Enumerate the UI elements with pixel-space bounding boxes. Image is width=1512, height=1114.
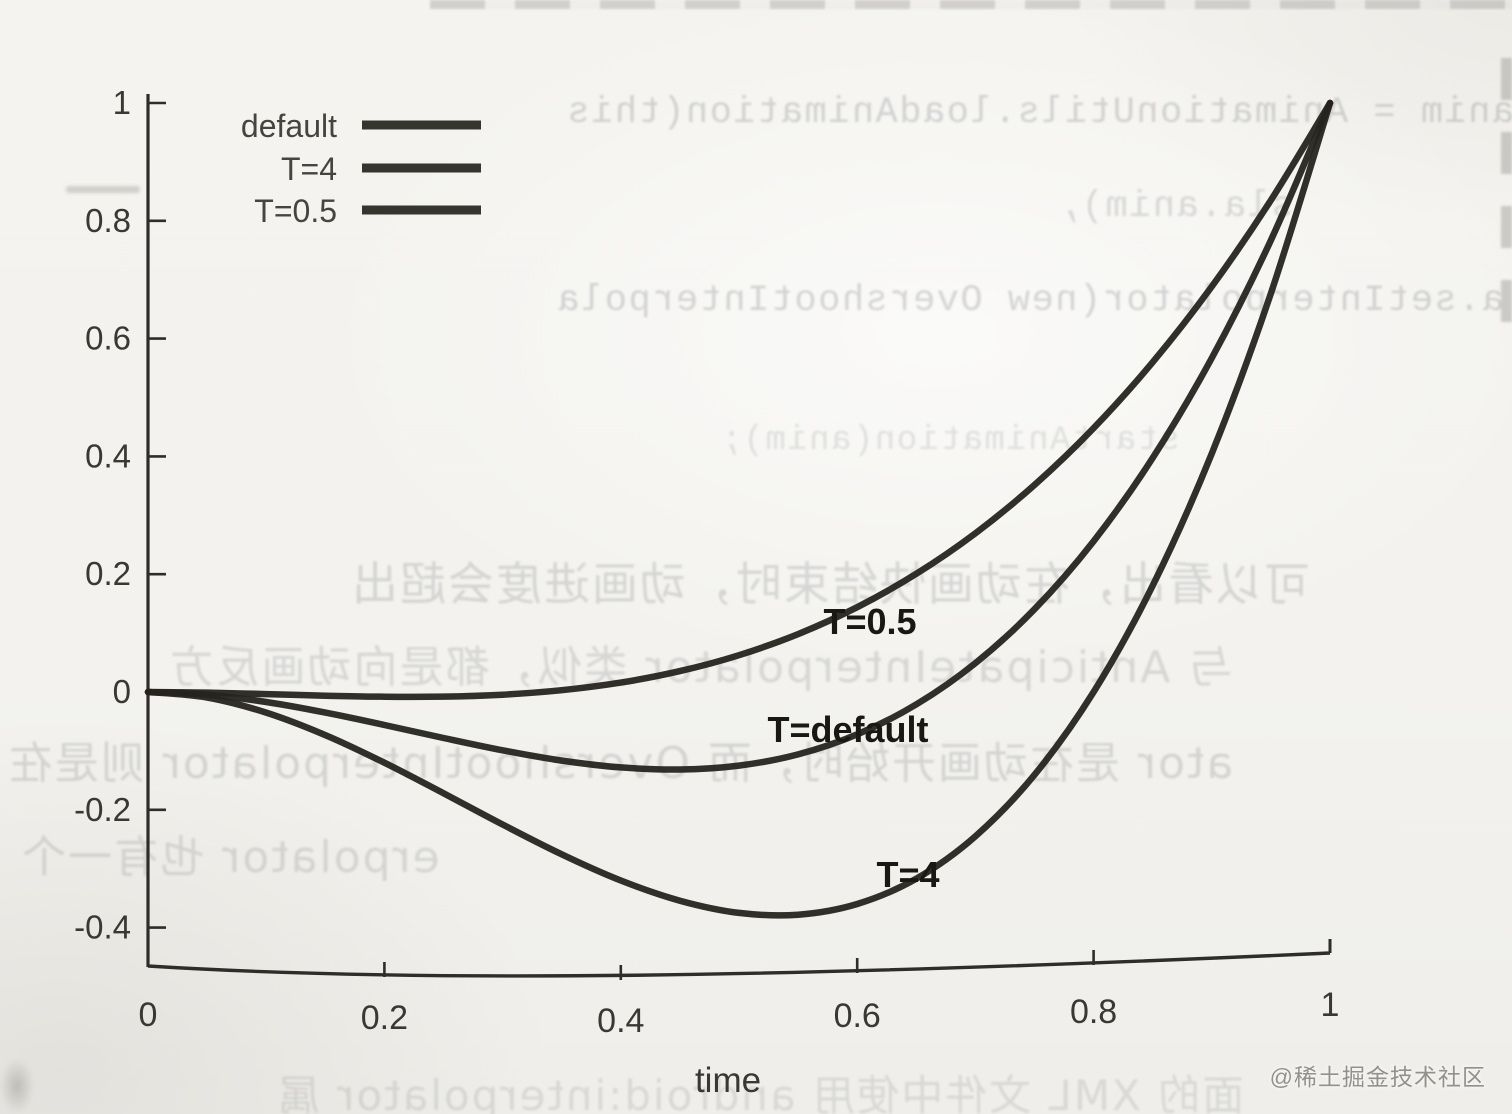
bleedthrough-text: 面的 XML 文件中使用 android:interpolator 属 [276, 1071, 1244, 1114]
page-bleedthrough: anim = AnimationUtils.loadAnimation(this… [7, 92, 1512, 1114]
bleedthrough-text: ator 是在动画开始时，而 OvershootInterpolator 则是在 [7, 738, 1234, 789]
legend-label: T=0.5 [254, 193, 337, 229]
watermark: @稀土掘金技术社区 [1269, 1064, 1486, 1090]
axes: 1 0.8 0.6 0.4 0.2 0 -0.2 -0.4 0 0.2 0.4 0.6 0.8 1 time [74, 84, 1339, 1100]
x-tick-label: 0.6 [834, 997, 881, 1035]
curve-labels: T=0.5 T=default T=4 [767, 601, 939, 895]
x-tick-label: 0.4 [597, 1002, 644, 1040]
curve-label-T=default: T=default [767, 709, 928, 750]
bleedthrough-text: a.setInterpolator(new OvershootInterpola [556, 280, 1504, 322]
curve-label-T=0.5: T=0.5 [823, 601, 916, 642]
x-tick-label: 0 [139, 996, 158, 1034]
y-tick-label: 0.8 [85, 202, 131, 239]
y-tick-label: 1 [113, 84, 131, 121]
y-tick-label: 0.6 [85, 320, 131, 357]
legend-label: T=4 [281, 151, 337, 187]
y-tick-label: -0.2 [74, 791, 131, 828]
curves [144, 99, 1334, 919]
curve-T=4 [144, 99, 1334, 919]
x-axis-line [147, 951, 1331, 978]
x-axis-title: time [695, 1061, 761, 1100]
curve-label-T=4: T=4 [876, 854, 939, 895]
y-tick-label: 0 [113, 673, 131, 710]
bleedthrough-text: startAnimation(anim); [720, 422, 1180, 460]
legend: default T=4 T=0.5 [241, 108, 481, 229]
bleedthrough-text: anim = AnimationUtils.loadAnimation(this [566, 92, 1512, 134]
y-tick-label: -0.4 [74, 909, 131, 946]
x-tick-label: 1 [1321, 986, 1340, 1024]
y-tick-label: 0.2 [85, 555, 131, 592]
x-tick-label: 0.8 [1070, 993, 1117, 1031]
curve-default [144, 99, 1334, 773]
bleedthrough-text: erpolator 也有一个 [20, 832, 439, 883]
legend-label: default [241, 108, 337, 144]
x-tick-label: 0.2 [361, 999, 408, 1037]
y-tick-label: 0.4 [85, 437, 131, 474]
curve-T=0.5 [144, 99, 1334, 701]
